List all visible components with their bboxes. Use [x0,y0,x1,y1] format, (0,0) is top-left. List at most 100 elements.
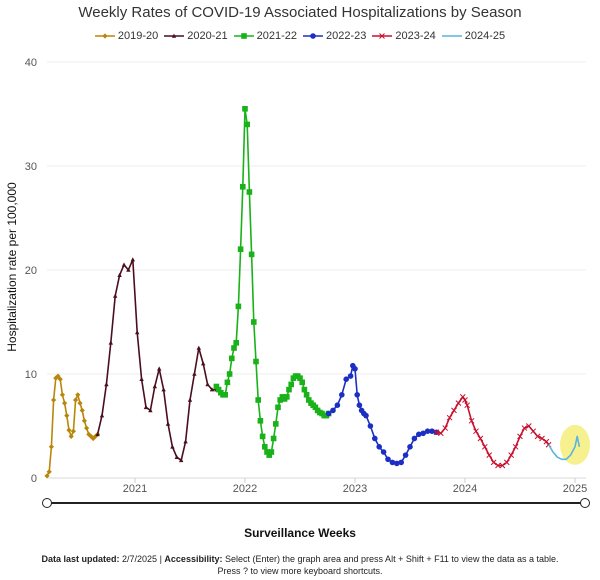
legend-swatch-icon [441,35,462,37]
data-point [352,366,358,372]
data-point [389,459,396,466]
series-line [96,258,217,462]
range-slider-track[interactable] [47,502,585,504]
range-slider-left-handle[interactable] [42,498,52,508]
data-point [284,394,290,400]
x-tick-label: 2023 [343,483,367,495]
data-point [539,435,545,442]
data-point [251,319,257,325]
data-point [424,428,431,435]
legend-swatch-icon [372,33,393,39]
data-point [215,386,222,393]
series-2024-25[interactable] [547,435,581,461]
x-axis-label: Surveillance Weeks [244,526,356,540]
data-point [117,272,122,277]
data-point [55,373,61,379]
data-point [165,421,171,426]
data-point [343,376,350,383]
data-point [433,429,440,436]
data-point [275,404,281,411]
data-point [486,452,493,458]
x-axis-ticks: 2021 2022 2023 2024 2025 [123,478,587,495]
data-point [209,387,215,392]
data-point [253,358,259,365]
data-point [64,413,70,419]
data-point [312,404,319,411]
series-layer [44,106,581,479]
data-point [126,267,131,272]
data-point [411,435,418,442]
series-2019-20[interactable] [44,373,101,479]
data-point [143,404,149,410]
series-line [436,396,550,467]
data-point [104,382,109,387]
data-point [92,433,98,439]
data-point [59,392,65,398]
data-point [330,407,336,414]
data-point [259,433,266,440]
data-point [379,33,386,39]
data-point [62,400,68,406]
series-2020-21[interactable] [95,257,219,463]
y-tick-label: 30 [25,161,37,173]
y-tick-label: 40 [25,57,37,69]
data-point [402,452,409,458]
data-point [273,421,279,427]
series-2022-23[interactable] [325,362,440,467]
series-2023-24[interactable] [433,394,552,469]
chart-plot-area[interactable]: 0 10 20 30 40 2021 2022 2023 2024 2025 [0,0,600,520]
data-point [231,345,237,351]
series-2021-22[interactable] [213,106,332,458]
data-point [286,386,292,393]
y-axis-ticks: 0 10 20 30 40 [25,57,37,485]
data-point [240,33,247,39]
data-point [356,402,363,409]
legend-item[interactable]: 2021-22 [233,30,297,42]
data-point [264,449,270,455]
y-axis-label: Hospitalization rate per 100,000 [5,182,19,352]
data-point [481,443,488,450]
legend-label: 2020-21 [187,30,228,42]
y-tick-label: 0 [31,473,37,485]
data-point [543,438,550,445]
data-point [46,469,52,475]
data-point [84,425,90,431]
data-point [222,392,228,398]
chart-title: Weekly Rates of COVID-19 Associated Hosp… [78,4,522,21]
y-tick-label: 20 [25,265,37,277]
x-tick-label: 2021 [123,483,147,495]
data-point [376,444,383,450]
data-point [229,355,235,362]
legend-item[interactable]: 2022-23 [303,30,366,42]
data-point [310,33,316,39]
legend-item[interactable]: 2019-20 [94,30,158,42]
accessibility-text: Select (Enter) the graph area and press … [224,554,559,564]
data-point [394,460,400,467]
data-point [367,423,374,429]
data-point [299,379,305,386]
data-point [339,392,345,398]
data-point [248,251,255,258]
x-tick-label: 2024 [453,483,477,495]
data-point [79,407,85,413]
data-point [172,33,177,38]
legend-item[interactable]: 2024-25 [441,30,506,42]
data-point [420,430,427,437]
data-point [508,452,515,458]
data-point [446,414,453,421]
data-point [255,397,261,403]
legend-swatch-icon [164,33,185,38]
data-point [477,435,484,442]
range-slider-right-handle[interactable] [580,498,590,508]
data-point [462,397,468,403]
data-point [525,423,532,429]
legend-item[interactable]: 2020-21 [164,30,228,42]
data-point [398,459,405,466]
data-point [270,435,277,442]
data-point [268,449,275,455]
data-point [226,371,233,377]
data-point [90,435,96,442]
legend-label: 2024-25 [464,30,506,42]
legend-item[interactable]: 2023-24 [372,30,436,42]
data-point [347,373,354,379]
